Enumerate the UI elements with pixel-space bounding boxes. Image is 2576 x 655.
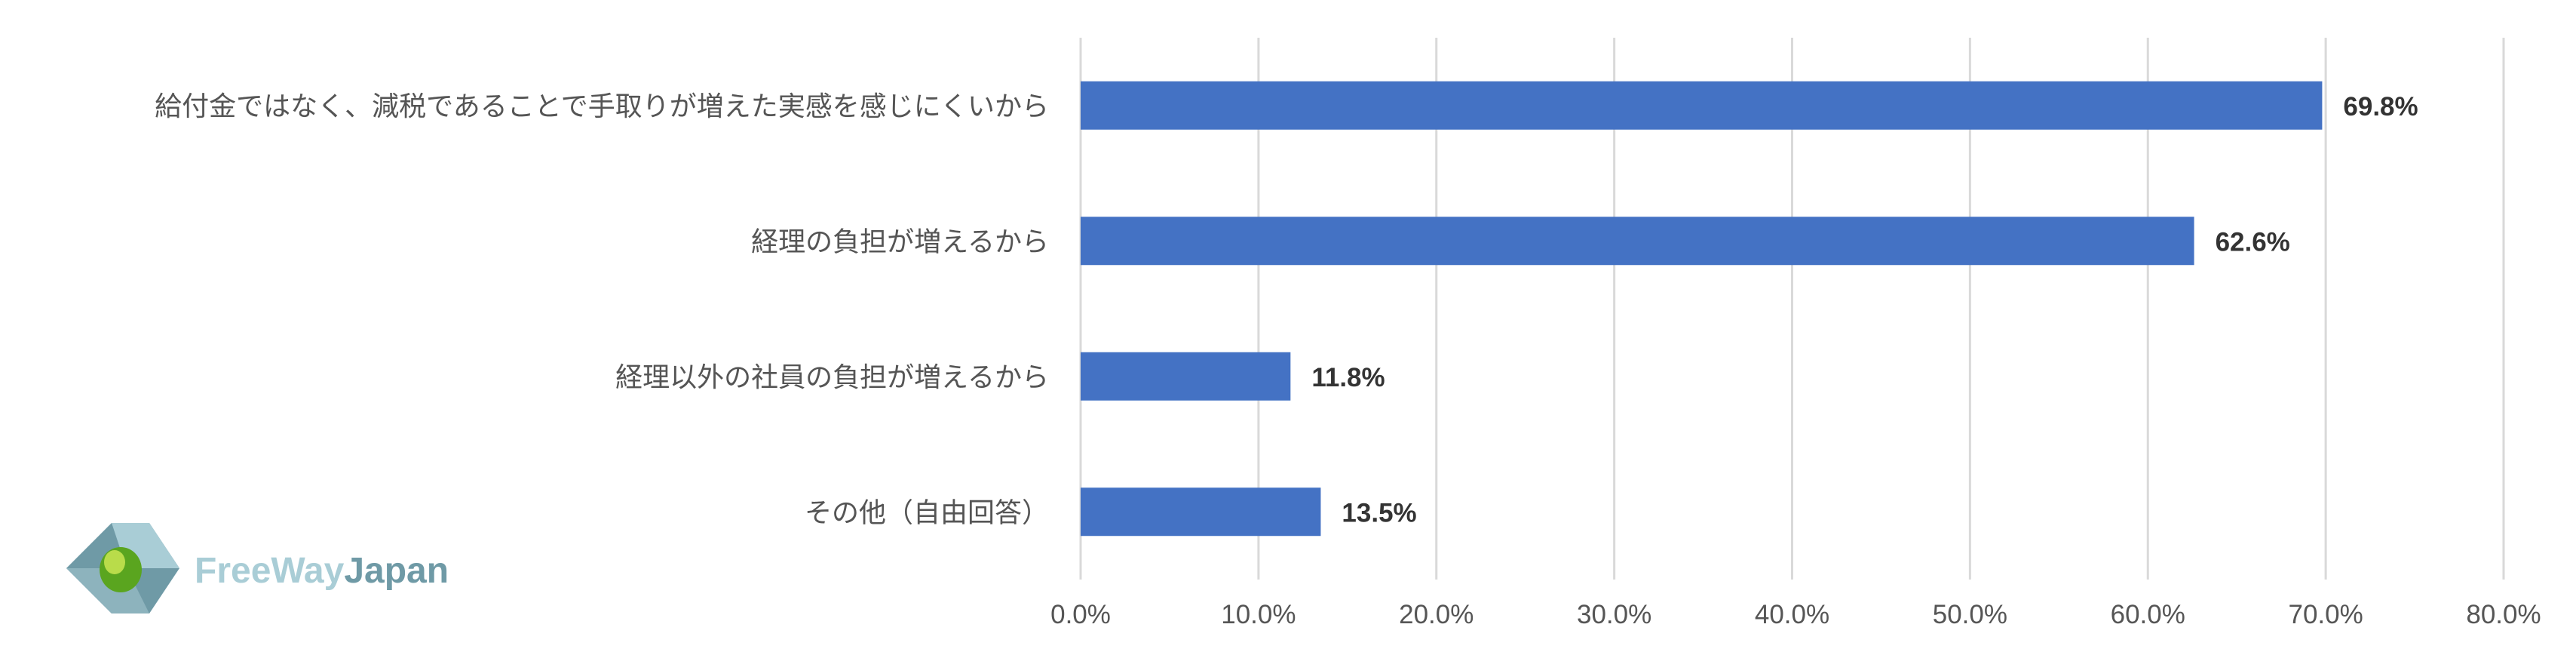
category-label: その他（自由回答）: [805, 497, 1049, 528]
logo-emblem-icon: [66, 523, 179, 613]
bars: [1081, 81, 2323, 537]
x-tick-label: 0.0%: [1050, 600, 1111, 629]
labels: 0.0% 10.0% 20.0% 30.0% 40.0% 50.0% 60.0% 70.0% 8…: [155, 91, 2541, 629]
bar: [1081, 487, 1321, 537]
freewayjapan-logo: FreeWayJapan: [66, 523, 449, 613]
x-tick-label: 60.0%: [2111, 600, 2185, 629]
value-label: 13.5%: [1342, 498, 1416, 527]
x-tick-label: 70.0%: [2289, 600, 2363, 629]
x-tick-label: 40.0%: [1755, 600, 1829, 629]
bar: [1081, 81, 2323, 130]
x-tick-label: 10.0%: [1221, 600, 1296, 629]
value-label: 11.8%: [1311, 363, 1385, 392]
x-tick-label: 50.0%: [1933, 600, 2007, 629]
x-tick-label: 20.0%: [1399, 600, 1474, 629]
x-tick-label: 80.0%: [2466, 600, 2541, 629]
value-label: 62.6%: [2216, 227, 2290, 257]
bar: [1081, 217, 2194, 266]
logo-text: FreeWayJapan: [195, 551, 449, 591]
category-label: 経理以外の社員の負担が増えるから: [615, 362, 1049, 393]
category-label: 経理の負担が増えるから: [751, 226, 1049, 257]
bar: [1081, 352, 1291, 401]
category-label: 給付金ではなく、減税であることで手取りが増えた実感を感じにくいから: [155, 91, 1049, 122]
value-label: 69.8%: [2343, 92, 2418, 121]
x-tick-label: 30.0%: [1577, 600, 1651, 629]
